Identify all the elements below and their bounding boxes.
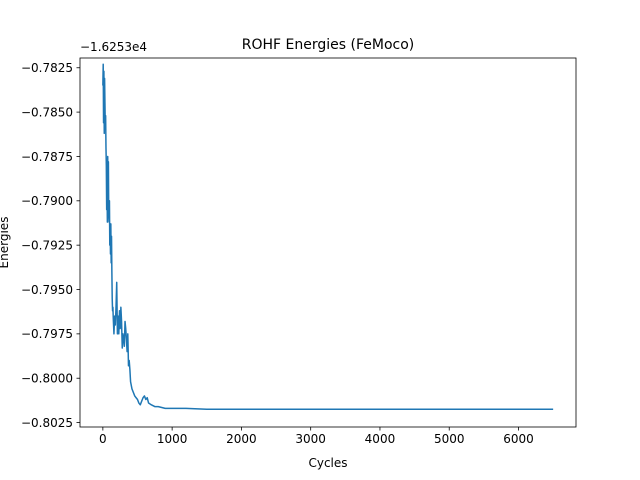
series-line — [102, 63, 554, 411]
x-tick-label: 1000 — [157, 432, 188, 446]
x-tick-label: 4000 — [365, 432, 396, 446]
x-axis: 0 1000 2000 3000 4000 5000 6000 — [99, 427, 534, 446]
axes-frame — [79, 57, 577, 428]
x-tick-label: 2000 — [226, 432, 257, 446]
y-axis-label: Energies — [0, 217, 11, 269]
chart-title: ROHF Energies (FeMoco) — [242, 37, 414, 53]
y-tick-label: −0.7900 — [21, 194, 73, 208]
x-axis-label: Cycles — [308, 456, 347, 470]
y-tick-label: −0.7950 — [21, 283, 73, 297]
y-tick-label: −0.7925 — [21, 238, 73, 252]
x-tick-label: 5000 — [434, 432, 465, 446]
x-tick-label: 0 — [99, 432, 107, 446]
y-offset-text: −1.6253e4 — [80, 40, 147, 54]
y-tick-label: −0.7825 — [21, 61, 73, 75]
y-axis: −0.7825 −0.7850 −0.7875 −0.7900 −0.7925 −0.79… — [21, 61, 80, 430]
y-tick-label: −0.7850 — [21, 105, 73, 119]
x-tick-label: 3000 — [295, 432, 326, 446]
y-tick-label: −0.7875 — [21, 150, 73, 164]
y-tick-label: −0.7975 — [21, 327, 73, 341]
y-tick-label: −0.8025 — [21, 416, 73, 430]
plot-area — [102, 63, 554, 411]
y-tick-label: −0.8000 — [21, 372, 73, 386]
x-tick-label: 6000 — [503, 432, 534, 446]
